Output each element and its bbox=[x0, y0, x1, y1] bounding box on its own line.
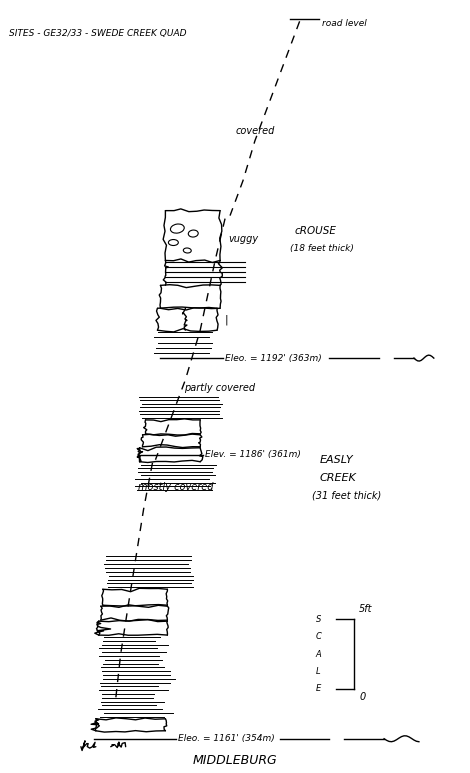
Text: 5ft: 5ft bbox=[359, 604, 373, 615]
Text: covered: covered bbox=[235, 126, 274, 136]
Text: mostly covered: mostly covered bbox=[138, 482, 213, 492]
Text: CREEK: CREEK bbox=[320, 472, 356, 482]
Text: partly covered: partly covered bbox=[185, 383, 256, 393]
Text: |: | bbox=[225, 315, 229, 325]
Text: 0: 0 bbox=[359, 692, 366, 702]
Text: A: A bbox=[316, 649, 321, 659]
Text: L: L bbox=[316, 667, 321, 676]
Text: SITES - GE32/33 - SWEDE CREEK QUAD: SITES - GE32/33 - SWEDE CREEK QUAD bbox=[9, 29, 187, 39]
Text: (31 feet thick): (31 feet thick) bbox=[312, 491, 381, 501]
Text: vuggy: vuggy bbox=[228, 233, 258, 243]
Text: road level: road level bbox=[322, 19, 367, 28]
Text: Eleo. = 1161' (354m): Eleo. = 1161' (354m) bbox=[178, 734, 275, 743]
Text: (18 feet thick): (18 feet thick) bbox=[290, 244, 353, 253]
Text: C: C bbox=[315, 632, 321, 641]
Text: EASLY: EASLY bbox=[320, 455, 353, 465]
Text: MIDDLEBURG: MIDDLEBURG bbox=[193, 754, 277, 767]
Text: Elev. = 1186' (361m): Elev. = 1186' (361m) bbox=[205, 450, 301, 459]
Text: S: S bbox=[316, 615, 321, 624]
Text: cROUSE: cROUSE bbox=[295, 226, 337, 236]
Text: Eleo. = 1192' (363m): Eleo. = 1192' (363m) bbox=[225, 353, 322, 363]
Text: E: E bbox=[316, 684, 321, 693]
